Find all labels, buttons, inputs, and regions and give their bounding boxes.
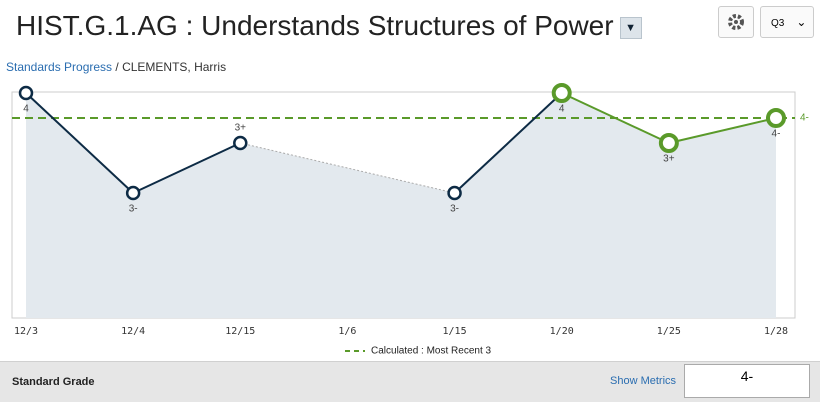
line-segment	[25, 92, 134, 194]
footer-bar: Standard Grade Show Metrics 4-	[0, 361, 820, 402]
point	[447, 185, 462, 201]
x-tick-label: 1/15	[443, 326, 467, 337]
x-tick-label: 12/15	[225, 326, 255, 337]
footer-label: Standard Grade	[12, 376, 95, 388]
area	[26, 93, 776, 318]
point	[658, 133, 679, 153]
value-label: 3+	[235, 123, 247, 134]
gap-segment	[240, 142, 455, 194]
value-label: 3+	[663, 154, 675, 165]
title-dropdown[interactable]: ▼	[619, 16, 642, 39]
value-label: 3-	[450, 204, 459, 215]
value-label: 4	[559, 104, 565, 115]
legend-label: Calculated : Most Recent 3	[371, 346, 491, 357]
value-label: 3-	[129, 204, 138, 215]
gear-icon	[728, 14, 744, 30]
page-title: HIST.G.1.AG : Understands Structures of …	[16, 10, 642, 42]
period-select[interactable]: Q3 ⌄	[760, 6, 814, 38]
point	[125, 185, 141, 201]
line-segment	[453, 92, 563, 194]
line-segment	[561, 92, 670, 144]
period-text: Q3	[771, 18, 785, 29]
point	[233, 135, 248, 151]
calculated-label: 4-	[800, 113, 809, 124]
line-segment	[668, 117, 777, 144]
show-metrics[interactable]: Show Metrics	[610, 375, 677, 387]
line-segment	[132, 142, 241, 194]
point	[766, 108, 786, 128]
title-text: HIST.G.1.AG : Understands Structures of …	[16, 10, 614, 41]
chart: 4- 4 3- 3+ 3- 4 3+ 4- 12/3 12/4 12/15 1/6 1/15 1/20 1/…	[11, 83, 809, 357]
breadcrumb-student: CLEMENTS, Harris	[122, 60, 227, 74]
value-label: 4	[23, 104, 29, 115]
point	[18, 85, 34, 101]
settings-button[interactable]	[718, 6, 754, 38]
grade-box[interactable]: 4-	[684, 364, 810, 398]
x-tick-label: 1/6	[338, 326, 356, 337]
x-tick-label: 12/3	[14, 326, 38, 337]
breadcrumb: Standards Progress / CLEMENTS, Harris	[6, 60, 227, 74]
x-tick-label: 1/25	[657, 326, 681, 337]
point	[551, 83, 572, 103]
x-tick-label: 1/28	[764, 326, 788, 337]
breadcrumb-link[interactable]: Standards Progress	[6, 60, 113, 74]
x-tick-label: 12/4	[121, 326, 145, 337]
value-label: 4-	[772, 129, 781, 140]
x-tick-label: 1/20	[550, 326, 574, 337]
